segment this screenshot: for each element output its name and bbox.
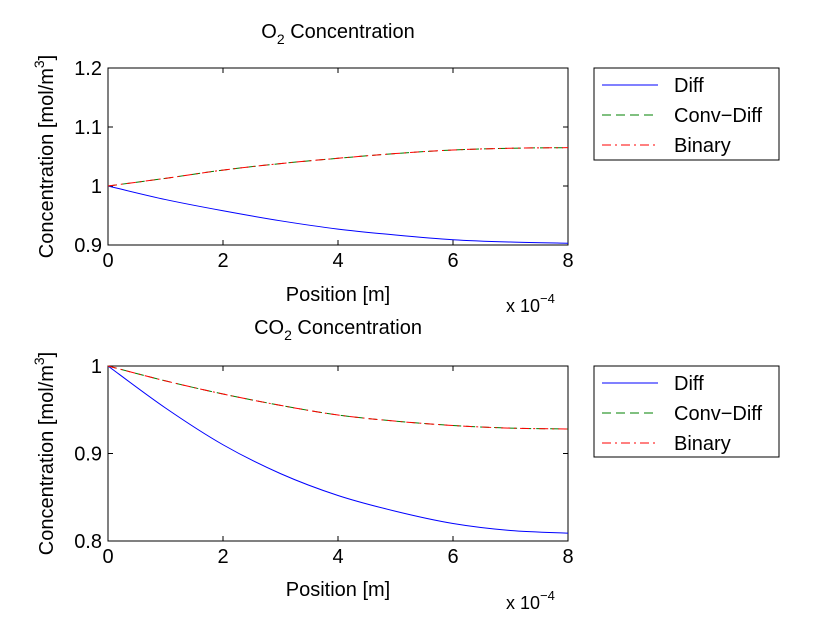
x-tick-label: 6 — [447, 250, 458, 272]
x-axis-multiplier: x 10−4 — [506, 588, 555, 613]
y-tick-label: 1 — [91, 356, 102, 378]
y-tick-label: 0.9 — [74, 444, 102, 466]
y-tick-label: 0.9 — [74, 235, 102, 257]
y-axis-label: Concentration [mol/m3] — [31, 352, 58, 555]
y-tick-label: 1.2 — [74, 58, 102, 80]
legend-box — [593, 365, 780, 458]
x-axis-label: Position [m] — [286, 284, 390, 306]
legend-label: Binary — [674, 135, 731, 157]
series-line-1 — [107, 365, 569, 534]
x-tick-label: 6 — [447, 546, 458, 568]
x-tick-label: 8 — [562, 546, 573, 568]
plot-area — [107, 365, 569, 542]
x-axis-multiplier: x 10−4 — [506, 291, 555, 316]
x-tick-label: 2 — [217, 250, 228, 272]
subplot-2: CO2 Concentration 0 2 4 6 8 0.8 0.9 1 Position [m… — [31, 317, 780, 613]
chart-title: CO2 Concentration — [254, 317, 422, 343]
x-tick-label: 4 — [332, 546, 343, 568]
plot-area — [107, 67, 569, 246]
legend-label: Diff — [674, 373, 704, 395]
legend-label: Binary — [674, 433, 731, 455]
x-tick-label: 0 — [102, 546, 113, 568]
x-tick-label: 4 — [332, 250, 343, 272]
series-line-1 — [107, 185, 569, 244]
x-tick-label: 8 — [562, 250, 573, 272]
legend-label: Diff — [674, 75, 704, 97]
legend: Diff Conv−Diff Binary — [593, 67, 780, 161]
series-line-3 — [107, 147, 569, 187]
y-tick-label: 0.8 — [74, 531, 102, 553]
legend-label: Conv−Diff — [674, 105, 762, 127]
series-line-3 — [107, 365, 569, 430]
y-axis-label: Concentration [mol/m3] — [31, 55, 58, 258]
legend-label: Conv−Diff — [674, 403, 762, 425]
x-axis-label: Position [m] — [286, 579, 390, 601]
subplot-1: O2 Concentration 0 2 4 6 8 0.9 1 1.1 1.2 Position … — [31, 21, 780, 316]
chart-title: O2 Concentration — [261, 21, 414, 47]
x-tick-label: 0 — [102, 250, 113, 272]
y-tick-label: 1.1 — [74, 117, 102, 139]
x-tick-label: 2 — [217, 546, 228, 568]
legend: Diff Conv−Diff Binary — [593, 365, 780, 458]
y-tick-label: 1 — [91, 176, 102, 198]
